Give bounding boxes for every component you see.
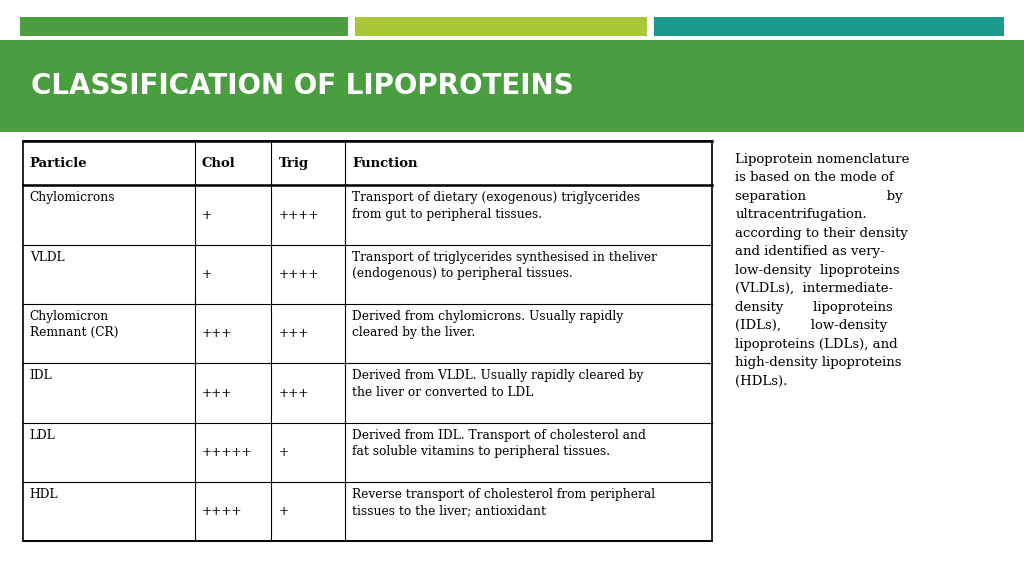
Text: ++++: ++++ bbox=[202, 505, 243, 518]
Text: CLASSIFICATION OF LIPOPROTEINS: CLASSIFICATION OF LIPOPROTEINS bbox=[31, 73, 573, 100]
Text: Reverse transport of cholesterol from peripheral
tissues to the liver; antioxida: Reverse transport of cholesterol from pe… bbox=[352, 488, 655, 517]
Text: +: + bbox=[202, 209, 212, 222]
Text: LDL: LDL bbox=[30, 429, 55, 442]
Text: VLDL: VLDL bbox=[30, 251, 65, 264]
Text: Transport of dietary (exogenous) triglycerides
from gut to peripheral tissues.: Transport of dietary (exogenous) triglyc… bbox=[352, 191, 640, 221]
Text: IDL: IDL bbox=[30, 369, 52, 382]
Text: +: + bbox=[279, 446, 289, 459]
Text: +++: +++ bbox=[279, 327, 309, 340]
Text: Chylomicrons: Chylomicrons bbox=[30, 191, 115, 204]
Text: +++: +++ bbox=[202, 386, 232, 400]
Text: HDL: HDL bbox=[30, 488, 58, 501]
Text: +: + bbox=[279, 505, 289, 518]
Text: +++++: +++++ bbox=[202, 446, 252, 459]
Text: ++++: ++++ bbox=[279, 209, 319, 222]
Text: +++: +++ bbox=[202, 327, 232, 340]
FancyBboxPatch shape bbox=[20, 17, 348, 36]
Text: Trig: Trig bbox=[279, 157, 308, 170]
FancyBboxPatch shape bbox=[654, 17, 1004, 36]
Text: Particle: Particle bbox=[30, 157, 87, 170]
Text: Chylomicron
Remnant (CR): Chylomicron Remnant (CR) bbox=[30, 310, 118, 339]
Text: Derived from VLDL. Usually rapidly cleared by
the liver or converted to LDL: Derived from VLDL. Usually rapidly clear… bbox=[352, 369, 644, 399]
FancyBboxPatch shape bbox=[23, 141, 712, 541]
FancyBboxPatch shape bbox=[355, 17, 647, 36]
Text: +: + bbox=[202, 268, 212, 281]
Text: Derived from chylomicrons. Usually rapidly
cleared by the liver.: Derived from chylomicrons. Usually rapid… bbox=[352, 310, 624, 339]
Text: Lipoprotein nomenclature
is based on the mode of
separation                   by: Lipoprotein nomenclature is based on the… bbox=[735, 153, 909, 388]
Text: ++++: ++++ bbox=[279, 268, 319, 281]
Text: Function: Function bbox=[352, 157, 418, 170]
Text: Chol: Chol bbox=[202, 157, 236, 170]
Text: Derived from IDL. Transport of cholesterol and
fat soluble vitamins to periphera: Derived from IDL. Transport of cholester… bbox=[352, 429, 646, 458]
FancyBboxPatch shape bbox=[0, 40, 1024, 132]
Text: Transport of triglycerides synthesised in theliver
(endogenous) to peripheral ti: Transport of triglycerides synthesised i… bbox=[352, 251, 657, 280]
Text: +++: +++ bbox=[279, 386, 309, 400]
